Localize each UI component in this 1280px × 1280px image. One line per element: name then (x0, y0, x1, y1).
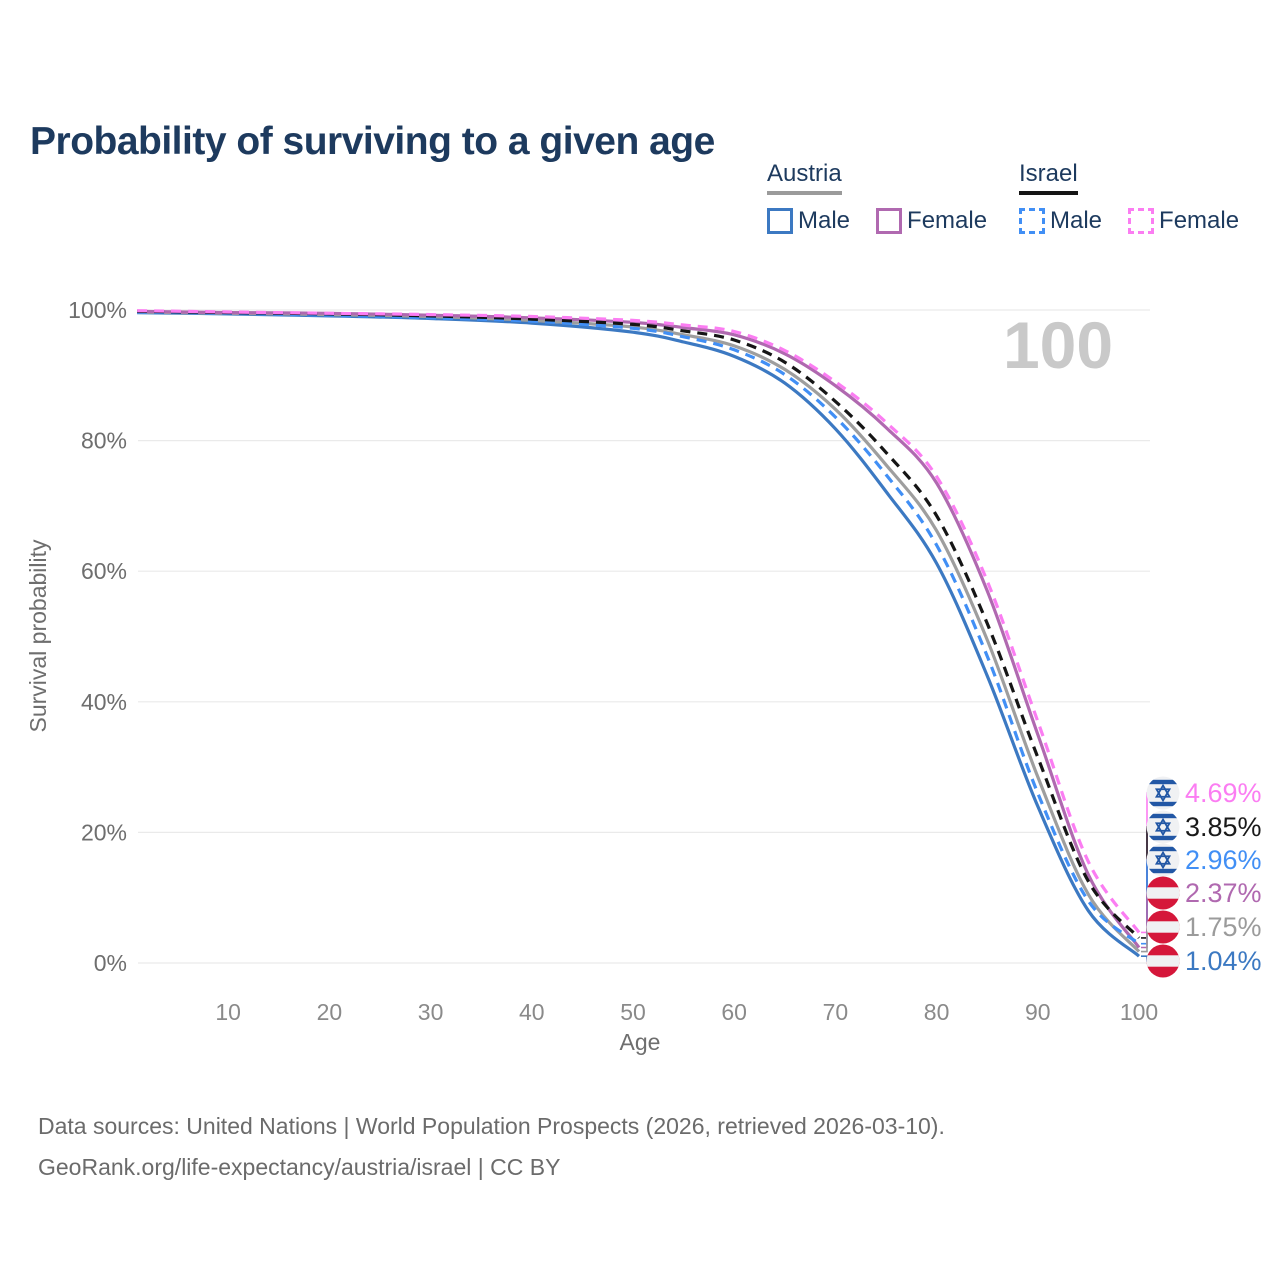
legend-row-israel: Male Female (1019, 207, 1265, 235)
legend-item-austria-female[interactable]: Female (876, 207, 987, 235)
israel-flag-icon (1146, 843, 1180, 877)
austria-male-swatch-icon (767, 208, 793, 234)
israel-female-swatch-icon (1128, 208, 1155, 234)
series-austria-female[interactable] (137, 309, 1141, 949)
x-tick-label: 80 (924, 999, 950, 1025)
x-tick-label: 60 (721, 999, 747, 1025)
legend-item-israel-female[interactable]: Female (1128, 207, 1239, 235)
austria-flag-icon (1146, 944, 1180, 978)
legend-group-austria: Austria Male Female (767, 160, 1013, 235)
end-value-label: 2.37% (1185, 878, 1262, 908)
legend-country-israel[interactable]: Israel (1019, 160, 1078, 195)
austria-flag-icon (1146, 910, 1180, 944)
footer: Data sources: United Nations | World Pop… (38, 1106, 945, 1188)
y-tick-label: 40% (81, 689, 127, 715)
end-value-label: 2.96% (1185, 845, 1262, 875)
footer-url[interactable]: GeoRank.org/life-expectancy/austria/isra… (38, 1154, 561, 1180)
legend-label-israel-male: Male (1050, 207, 1103, 234)
page-title: Probability of surviving to a given age (30, 120, 715, 164)
end-value-label: 1.75% (1185, 912, 1262, 942)
end-value-label: 4.69% (1185, 778, 1262, 808)
x-tick-label: 90 (1025, 999, 1051, 1025)
x-tick-label: 50 (620, 999, 646, 1025)
legend-label-austria-male: Male (798, 207, 851, 234)
x-axis-title: Age (620, 1029, 661, 1055)
series-austria-both-sexes[interactable] (137, 310, 1141, 953)
y-tick-label: 0% (94, 950, 127, 976)
y-axis-title: Survival probability (25, 539, 51, 733)
israel-flag-icon (1146, 810, 1180, 844)
series-israel-both-sexes[interactable] (137, 309, 1141, 939)
israel-flag-icon (1146, 776, 1180, 810)
series-austria-male[interactable] (137, 311, 1141, 958)
age-watermark: 100 (1003, 308, 1113, 382)
legend-label-austria-female: Female (907, 207, 988, 234)
y-tick-label: 20% (81, 819, 127, 845)
end-value-label: 3.85% (1185, 812, 1262, 842)
series-israel-female[interactable] (137, 309, 1141, 934)
footer-data-sources: Data sources: United Nations | World Pop… (38, 1113, 945, 1139)
x-tick-label: 20 (317, 999, 343, 1025)
y-tick-label: 60% (81, 558, 127, 584)
austria-female-swatch-icon (876, 208, 903, 234)
israel-male-swatch-icon (1019, 208, 1045, 234)
legend-item-israel-male[interactable]: Male (1019, 207, 1102, 235)
x-tick-label: 40 (519, 999, 545, 1025)
y-tick-label: 80% (81, 428, 127, 454)
legend-label-israel-female: Female (1159, 207, 1240, 234)
austria-flag-icon (1146, 876, 1180, 910)
x-tick-label: 100 (1120, 999, 1158, 1025)
x-tick-label: 30 (418, 999, 444, 1025)
legend-group-israel: Israel Male Female (1019, 160, 1265, 235)
y-tick-label: 100% (68, 297, 127, 323)
legend-item-austria-male[interactable]: Male (767, 207, 850, 235)
end-value-label: 1.04% (1185, 946, 1262, 976)
x-tick-label: 70 (823, 999, 849, 1025)
legend-row-austria: Male Female (767, 207, 1013, 235)
legend-country-austria[interactable]: Austria (767, 160, 842, 195)
x-tick-label: 10 (215, 999, 241, 1025)
